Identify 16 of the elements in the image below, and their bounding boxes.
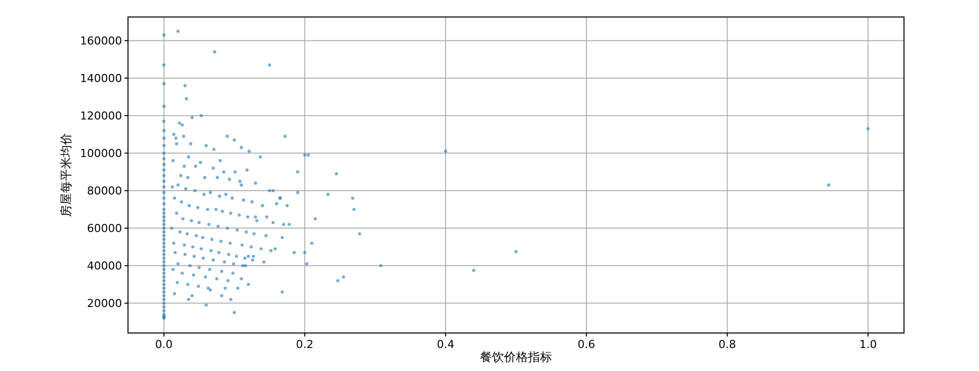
x-tick-label: 0.8 — [718, 338, 736, 351]
x-axis-title: 餐饮价格指标 — [480, 350, 552, 364]
x-tick-label: 1.0 — [859, 338, 877, 351]
y-tick-label: 120000 — [80, 109, 122, 122]
y-tick-label: 80000 — [87, 184, 122, 198]
x-tick-label: 0.0 — [155, 338, 173, 351]
y-axis-title: 房屋每平米均价 — [59, 133, 73, 217]
x-tick-label: 0.4 — [436, 338, 454, 351]
x-tick-label: 0.6 — [578, 338, 596, 351]
y-tick-label: 20000 — [87, 297, 122, 310]
y-tick-label: 100000 — [80, 147, 122, 160]
y-tick-label: 160000 — [80, 34, 122, 48]
y-tick-label: 140000 — [80, 72, 122, 85]
x-tick-label: 0.2 — [296, 338, 314, 351]
y-tick-label: 40000 — [87, 260, 122, 273]
y-tick-label: 60000 — [87, 222, 122, 236]
